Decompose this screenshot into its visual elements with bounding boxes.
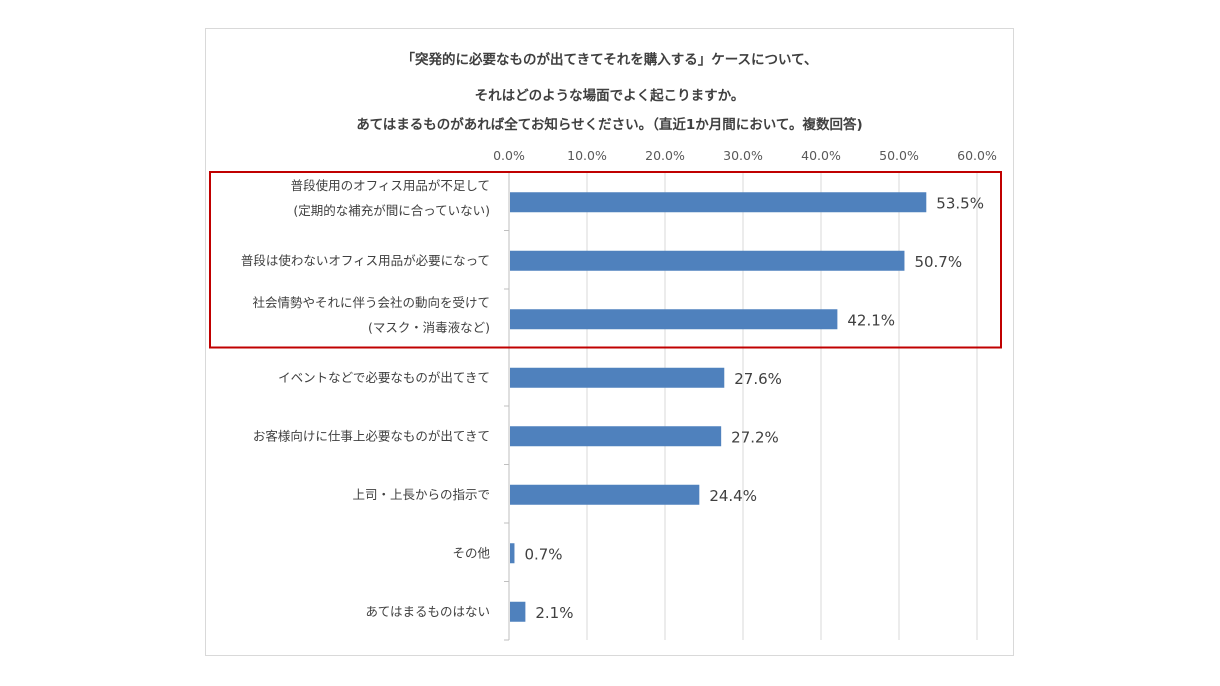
data-label: 50.7% — [914, 253, 962, 271]
bar — [510, 309, 838, 330]
chart-title-line-2: それはどのような場面でよく起こりますか。 — [474, 88, 745, 104]
category-label: 上司・上長からの指示で — [352, 487, 490, 502]
x-tick-label: 60.0% — [957, 148, 997, 163]
chart-title-line-3: あてはまるものがあれば全てお知らせください。（直近1か月間において。複数回答) — [356, 117, 863, 133]
data-label: 27.6% — [734, 370, 782, 388]
category-label: (定期的な補充が間に合っていない) — [293, 203, 490, 218]
highlight-box — [209, 171, 1002, 349]
bar — [510, 192, 927, 213]
data-label: 42.1% — [847, 311, 895, 329]
x-tick-label: 30.0% — [723, 148, 763, 163]
x-tick-label: 10.0% — [567, 148, 607, 163]
bar — [510, 601, 526, 622]
bar — [510, 367, 725, 388]
category-label: あてはまるものはない — [365, 604, 490, 619]
data-label: 53.5% — [936, 194, 984, 212]
bar — [510, 250, 905, 271]
data-label: 24.4% — [709, 487, 757, 505]
chart-frame — [205, 28, 1014, 656]
category-label: 普段は使わないオフィス用品が必要になって — [241, 253, 490, 268]
bar — [510, 543, 515, 564]
x-tick-label: 40.0% — [801, 148, 841, 163]
category-label: 普段使用のオフィス用品が不足して — [291, 178, 490, 193]
category-label: 社会情勢やそれに伴う会社の動向を受けて — [252, 295, 490, 310]
x-tick-label: 50.0% — [879, 148, 919, 163]
bar — [510, 484, 700, 505]
category-label: (マスク・消毒液など) — [368, 320, 490, 335]
chart-title-line-1: 「突発的に必要なものが出てきてそれを購入する」ケースについて、 — [401, 52, 818, 68]
category-label: イベントなどで必要なものが出てきて — [278, 370, 490, 385]
data-label: 0.7% — [524, 545, 562, 563]
x-tick-label: 20.0% — [645, 148, 685, 163]
category-label: お客様向けに仕事上必要なものが出てきて — [253, 428, 490, 443]
bar — [510, 426, 722, 447]
data-label: 2.1% — [535, 604, 573, 622]
category-label: その他 — [452, 545, 490, 560]
x-tick-label: 0.0% — [493, 148, 525, 163]
data-label: 27.2% — [731, 428, 779, 446]
